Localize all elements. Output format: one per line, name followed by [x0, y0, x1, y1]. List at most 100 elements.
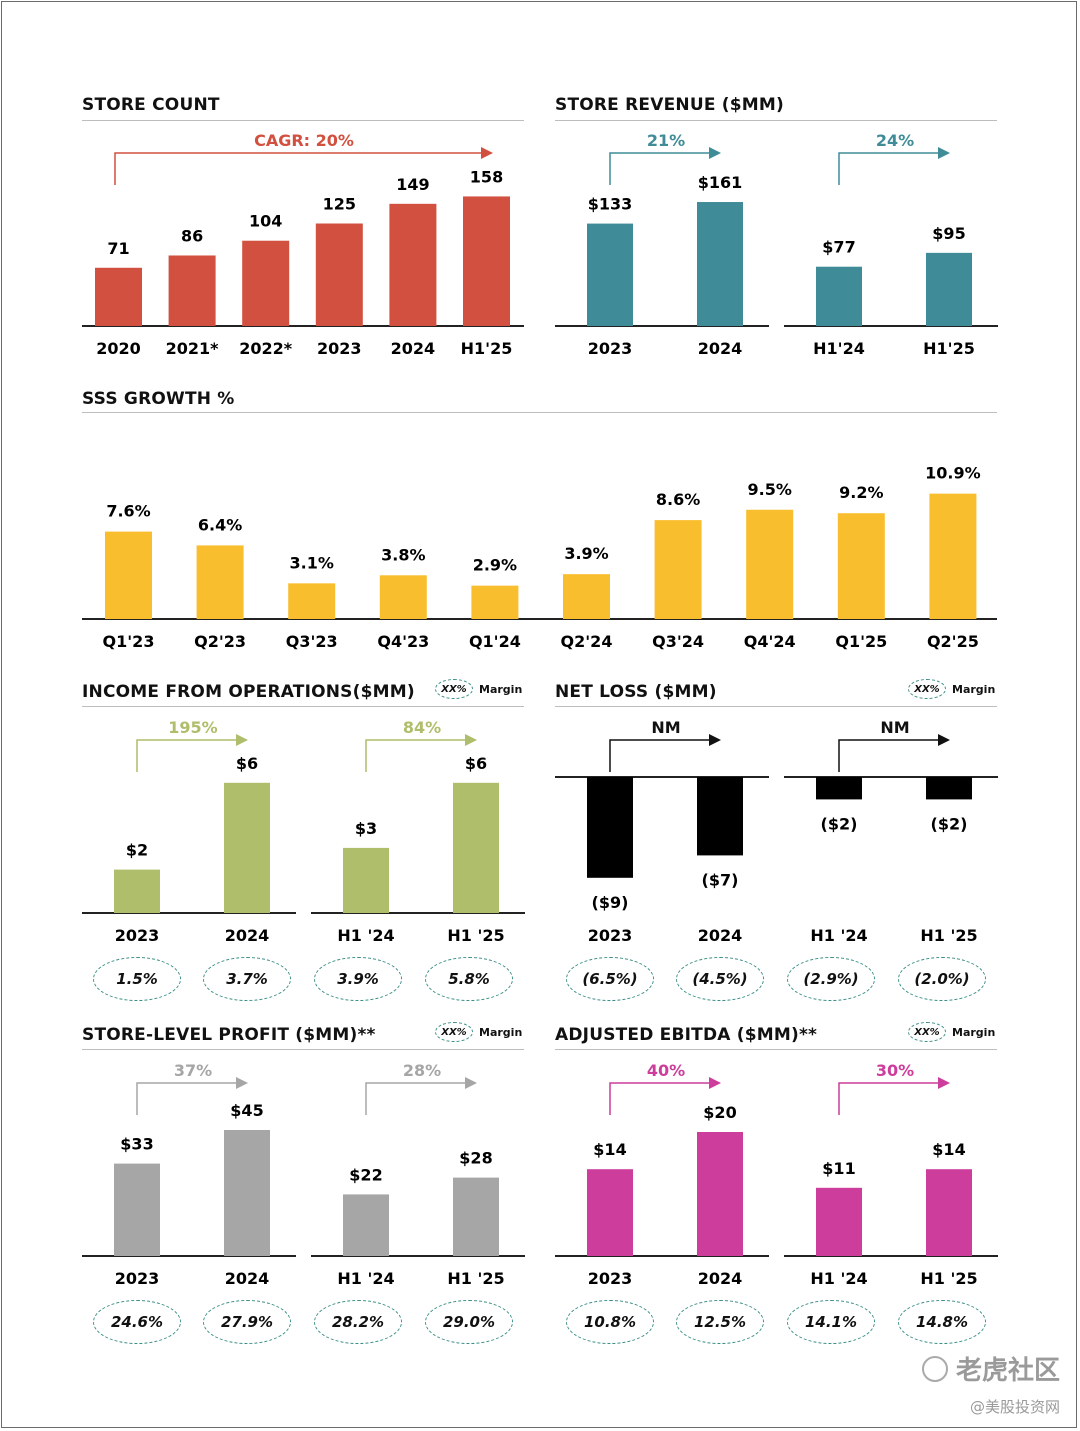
title-rule	[82, 412, 997, 413]
bar	[168, 255, 216, 326]
margin-oval: (2.9%)	[787, 957, 875, 1001]
data-label: 6.4%	[198, 515, 242, 534]
store-profit-panel: STORE-LEVEL PROFIT ($MM)** XX% Margin $3…	[82, 1022, 525, 1350]
data-label: 104	[249, 212, 282, 231]
bar	[587, 777, 633, 878]
growth-label: 21%	[647, 131, 685, 150]
bar	[288, 583, 336, 619]
arrow-head-icon	[236, 1077, 248, 1089]
data-label: $133	[588, 195, 633, 214]
margin-legend-badge: XX%	[435, 679, 473, 699]
store-revenue-chart: $133 2023 $161 2024 21% $77 H1'24 $95 H1'25 24%	[555, 131, 998, 358]
data-label: $14	[593, 1140, 626, 1159]
watermark-handle: @美股投资网	[969, 1398, 1060, 1416]
bar	[697, 1132, 743, 1256]
margin-legend-badge: XX%	[908, 1022, 946, 1042]
title-rule	[82, 1049, 524, 1050]
data-label: 10.9%	[925, 464, 981, 483]
x-tick-label: H1 '24	[810, 1269, 867, 1288]
margin-oval: (2.0%)	[898, 957, 986, 1001]
bar	[697, 202, 743, 326]
x-tick-label: 2020	[96, 339, 141, 358]
arrow-head-icon	[938, 1077, 950, 1089]
net-loss-title: NET LOSS ($MM)	[555, 682, 717, 702]
income-chart: $2 2023 $6 2024 195% $3 H1 '24 $6 H1 '25 84%	[82, 718, 525, 945]
x-tick-label: 2022*	[239, 339, 293, 358]
bar	[224, 782, 270, 913]
bar	[242, 240, 290, 326]
x-tick-label: 2023	[588, 1269, 633, 1288]
x-tick-label: 2023	[588, 926, 633, 945]
x-tick-label: Q2'25	[927, 632, 979, 651]
x-tick-label: 2024	[698, 339, 743, 358]
growth-label: CAGR: 20%	[254, 131, 354, 150]
data-label: 158	[470, 167, 503, 186]
arrow-head-icon	[938, 734, 950, 746]
data-label: $45	[230, 1101, 263, 1120]
bar	[563, 574, 610, 619]
x-tick-label: H1'25	[461, 339, 513, 358]
bar	[463, 196, 510, 326]
growth-arrow-line	[114, 152, 483, 185]
data-label: 149	[396, 175, 429, 194]
growth-arrow-line	[609, 739, 711, 772]
bar	[389, 203, 437, 326]
data-label: $6	[465, 754, 487, 773]
watermark-line1: 老虎社区	[955, 1356, 1060, 1386]
store-count-title: STORE COUNT	[82, 95, 220, 115]
x-tick-label: 2023	[588, 339, 633, 358]
data-label: $20	[703, 1103, 736, 1122]
data-label: 3.1%	[290, 553, 334, 572]
watermark-logo-icon	[921, 1355, 948, 1382]
x-tick-label: H1'25	[923, 339, 975, 358]
title-rule	[555, 1049, 997, 1050]
data-label: ($2)	[931, 814, 968, 833]
x-tick-label: H1 '25	[920, 926, 977, 945]
growth-label: 24%	[876, 131, 914, 150]
growth-label: 37%	[174, 1061, 212, 1080]
growth-label: 195%	[168, 718, 217, 737]
data-label: $28	[459, 1149, 492, 1168]
net-loss-panel: NET LOSS ($MM) XX% Margin ($9) 2023 ($7) 20…	[555, 679, 998, 1007]
growth-arrow-line	[838, 1082, 940, 1115]
growth-arrow-line	[838, 152, 940, 185]
margin-legend: XX% Margin	[908, 1022, 995, 1042]
growth-label: 40%	[647, 1061, 685, 1080]
store-profit-chart: $33 2023 $45 2024 37% $22 H1 '24 $28 H1 '25 28%	[82, 1061, 525, 1288]
growth-arrow-line	[838, 739, 940, 772]
margin-oval: 1.5%	[93, 957, 181, 1001]
x-tick-label: 2024	[225, 1269, 270, 1288]
bar	[816, 777, 862, 800]
margin-oval: 14.1%	[787, 1300, 875, 1344]
growth-label: 30%	[876, 1061, 914, 1080]
data-label: $161	[698, 173, 743, 192]
x-tick-label: Q1'24	[469, 632, 521, 651]
arrow-head-icon	[236, 734, 248, 746]
ebitda-chart: $14 2023 $20 2024 40% $11 H1 '24 $14 H1 '25 30%	[555, 1061, 998, 1288]
bar	[224, 1130, 270, 1256]
data-label: $2	[126, 841, 148, 860]
store-revenue-panel: STORE REVENUE ($MM) $133 2023 $161 2024 21% $…	[555, 95, 998, 365]
x-tick-label: H1 '25	[447, 1269, 504, 1288]
arrow-head-icon	[709, 147, 721, 159]
data-label: 8.6%	[656, 490, 700, 509]
growth-label: NM	[880, 718, 909, 737]
data-label: $33	[120, 1135, 153, 1154]
margin-oval: 14.8%	[898, 1300, 986, 1344]
title-rule	[82, 120, 524, 121]
title-rule	[82, 706, 524, 707]
arrow-head-icon	[465, 1077, 477, 1089]
store-revenue-title: STORE REVENUE ($MM)	[555, 95, 784, 115]
margin-oval: 27.9%	[203, 1300, 291, 1344]
data-label: ($9)	[592, 893, 629, 912]
x-tick-label: 2021*	[166, 339, 220, 358]
bar	[926, 1169, 972, 1256]
bar	[816, 266, 862, 326]
margin-oval: 3.7%	[203, 957, 291, 1001]
x-tick-label: Q3'24	[652, 632, 704, 651]
store-count-panel: STORE COUNT 71 2020 86 2021* 104 2022* 125 2023…	[82, 95, 524, 365]
x-tick-label: 2023	[317, 339, 362, 358]
arrow-head-icon	[465, 734, 477, 746]
sss-growth-chart: 7.6% Q1'23 6.4% Q2'23 3.1% Q3'23 3.8% Q4'23 2.9%…	[82, 464, 997, 651]
title-rule	[555, 120, 997, 121]
